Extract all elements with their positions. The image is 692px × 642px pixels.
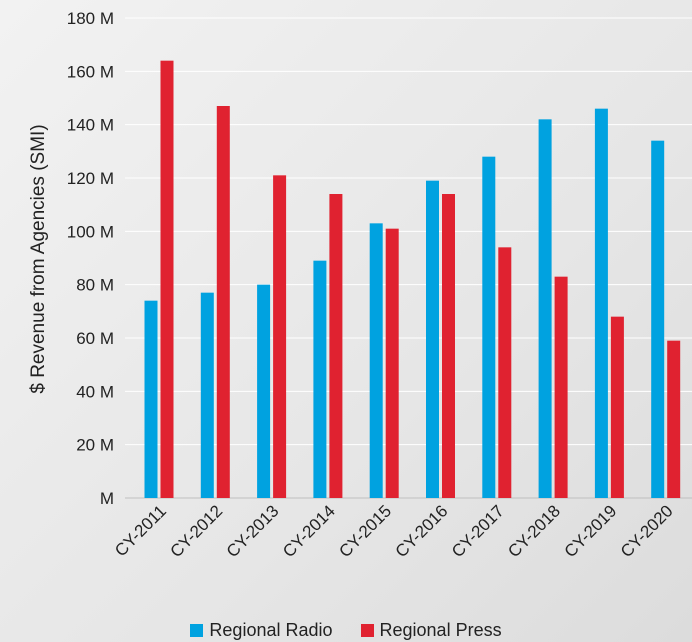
x-tick-label: CY-2012 (166, 501, 226, 561)
y-tick-label: 180 M (67, 9, 114, 28)
bar-regional-press (498, 247, 512, 498)
y-tick-label: 160 M (67, 62, 114, 81)
bar-regional-press (667, 340, 681, 498)
bar-regional-radio (313, 260, 327, 498)
y-tick-label: 60 M (76, 329, 114, 348)
bar-regional-radio (482, 156, 496, 498)
x-tick-label: CY-2019 (561, 501, 621, 561)
bar-regional-press (442, 194, 455, 498)
bar-regional-press (610, 316, 624, 498)
y-tick-label: 100 M (67, 222, 114, 241)
x-tick-label: CY-2014 (279, 501, 339, 561)
y-tick-label: 40 M (76, 382, 114, 401)
bar-regional-press (160, 60, 174, 499)
y-tick-labels: M 20 M 40 M 60 M 80 M 100 M 120 M 140 M 160 M 180… (67, 9, 114, 508)
legend-swatch (360, 623, 374, 637)
legend-swatch (190, 623, 204, 637)
bar-regional-press (329, 194, 343, 498)
bar-regional-press (216, 106, 230, 498)
y-tick-label: 120 M (67, 169, 114, 188)
x-tick-label: CY-2015 (335, 501, 395, 561)
x-tick-label: CY-2020 (617, 501, 677, 561)
bar-regional-press (273, 175, 287, 499)
bar-regional-radio (426, 180, 439, 498)
bar-regional-press (385, 228, 399, 498)
bar-regional-radio (257, 284, 271, 498)
bar-regional-radio (200, 292, 214, 498)
bar-regional-radio (651, 140, 665, 498)
y-axis-label: $ Revenue from Agencies (SMI) (28, 124, 49, 393)
x-tick-label: CY-2013 (223, 501, 283, 561)
x-tick-labels: CY-2011CY-2012CY-2013CY-2014CY-2015CY-20… (111, 501, 677, 561)
x-tick-label: CY-2017 (448, 501, 508, 561)
x-tick-label: CY-2018 (504, 501, 564, 561)
legend: Regional Radio Regional Press (0, 618, 692, 642)
bar-regional-radio (538, 119, 552, 498)
y-tick-label: M (100, 489, 114, 508)
y-tick-label: 20 M (76, 436, 114, 455)
bar-regional-radio (369, 223, 383, 499)
legend-item: Regional Press (360, 619, 502, 641)
legend-label: Regional Radio (209, 619, 333, 640)
x-tick-label: CY-2011 (111, 501, 170, 560)
y-tick-label: 80 M (76, 276, 114, 295)
bar-regional-radio (144, 300, 158, 498)
y-tick-label: 140 M (67, 116, 114, 135)
bars (144, 60, 681, 499)
bar-regional-press (554, 276, 568, 498)
legend-label: Regional Press (379, 619, 502, 640)
bar-regional-radio (594, 108, 608, 499)
x-tick-label: CY-2016 (392, 501, 452, 561)
legend-item: Regional Radio (190, 619, 333, 641)
